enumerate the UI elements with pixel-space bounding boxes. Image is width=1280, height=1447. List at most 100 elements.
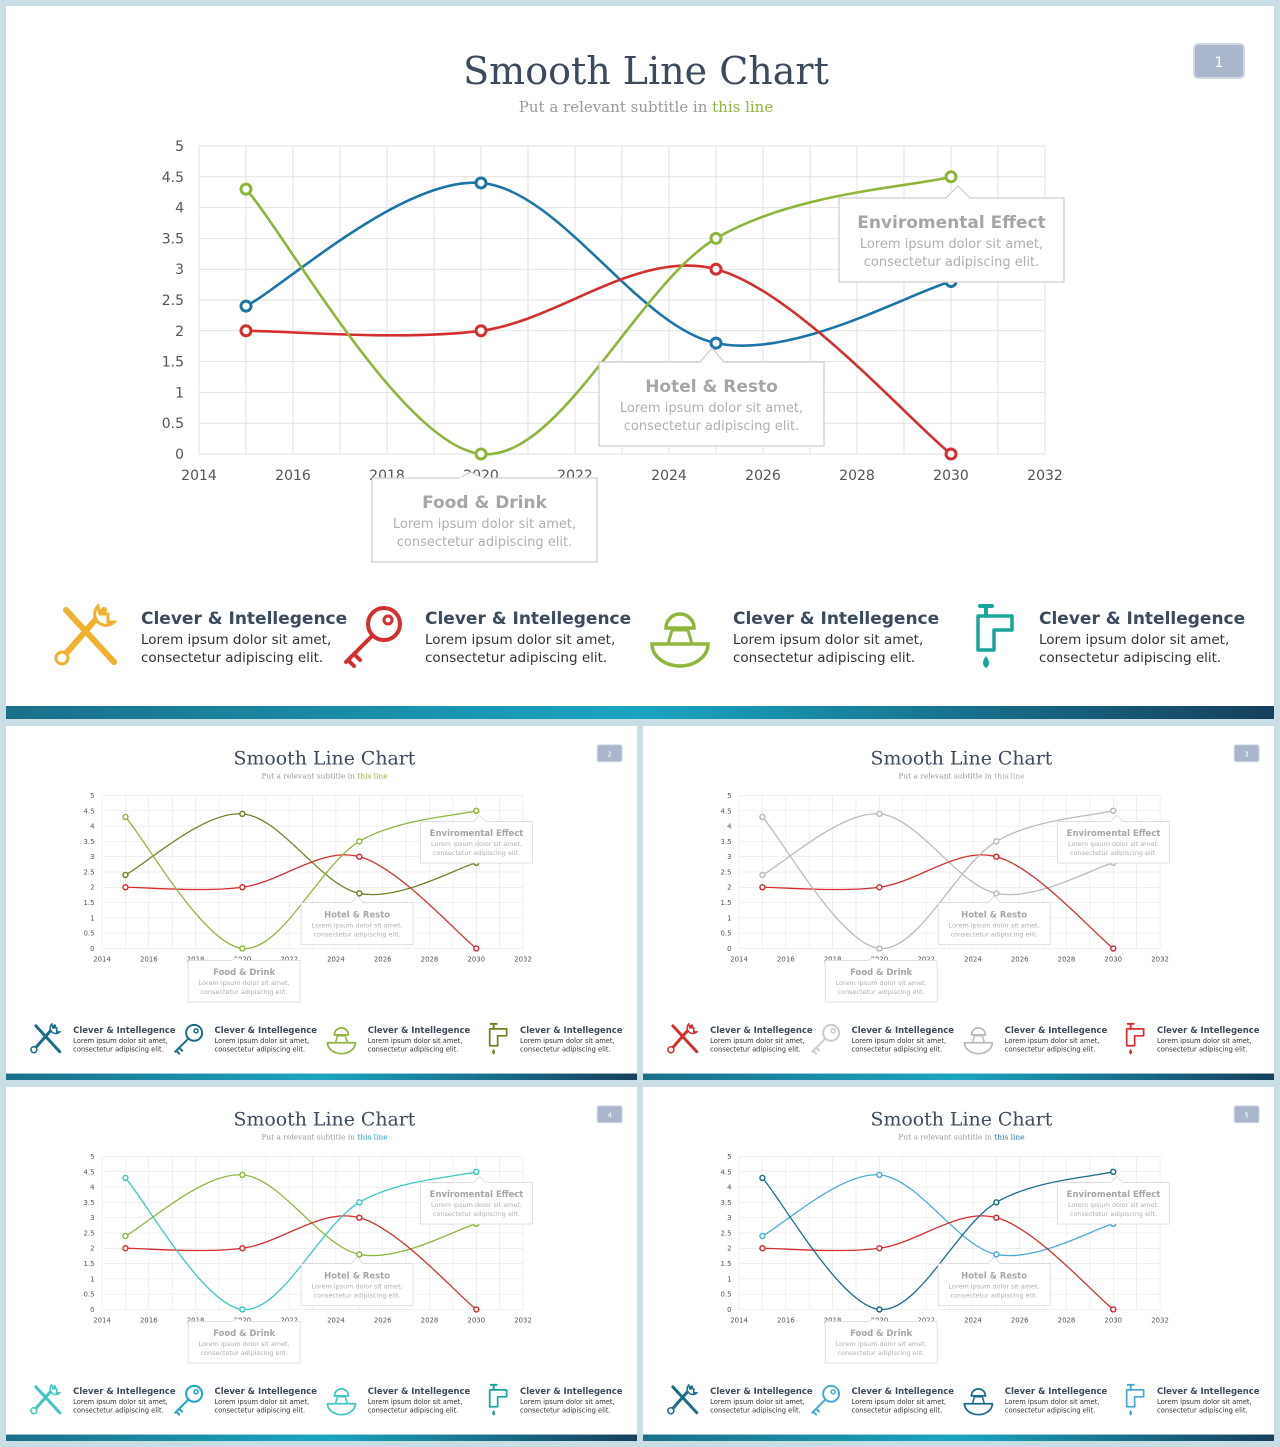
series-point	[993, 853, 1000, 860]
slide-canvas: 2 Smooth Line Chart Put a relevant subtitl…	[6, 744, 637, 1080]
callout-box	[420, 821, 533, 864]
x-tick-label: 2018	[187, 955, 205, 963]
feature-4: Clever & Intellegence Lorem ipsum dolor s…	[488, 1022, 623, 1055]
series-point	[122, 1174, 129, 1182]
y-tick-label: 0	[727, 945, 731, 953]
callout-body-1: Lorem ipsum dolor sit amet,	[431, 1201, 522, 1209]
callout-title: Hotel & Resto	[324, 910, 390, 920]
callout-pointer	[1110, 1175, 1123, 1183]
bottom-band	[6, 1434, 637, 1441]
tools-wrench-head	[686, 1022, 699, 1035]
series-3	[759, 1168, 1117, 1313]
feature-4: Clever & Intellegence Lorem ipsum dolor s…	[1125, 1383, 1260, 1416]
feature-3: Clever & Intellegence Lorem ipsum dolor s…	[326, 1386, 471, 1416]
faucet-drop	[492, 1409, 496, 1416]
series-line	[125, 854, 477, 949]
series-point	[993, 1214, 1000, 1221]
key-icon	[174, 1384, 204, 1416]
feature-body-1: Lorem ipsum dolor sit amet,	[1157, 1037, 1252, 1045]
x-tick-label: 2014	[93, 1316, 111, 1324]
feature-title: Clever & Intellegence	[852, 1025, 955, 1035]
series-line	[762, 1174, 1114, 1257]
series-3	[122, 807, 480, 952]
series-point	[759, 1245, 766, 1252]
page-number-box	[596, 1105, 623, 1124]
x-tick-label: 2032	[1027, 468, 1063, 484]
tools-wrench-end	[667, 1045, 675, 1054]
juicer-icon	[326, 1027, 357, 1055]
y-tick-label: 0	[90, 945, 94, 953]
bottom-band	[6, 1073, 637, 1080]
series-line	[762, 813, 1114, 896]
y-tick-label: 3	[90, 1214, 94, 1222]
page-number-box	[1193, 43, 1245, 79]
key-blade	[344, 634, 374, 668]
slide-subtitle: Put a relevant subtitle in this line	[898, 1133, 1025, 1142]
series-1	[759, 1171, 1117, 1258]
feature-title: Clever & Intellegence	[710, 1386, 813, 1396]
feature-title: Clever & Intellegence	[368, 1025, 471, 1035]
y-tick-label: 1	[175, 385, 184, 401]
x-tick-label: 2026	[1011, 1316, 1029, 1324]
juicer-bowl	[326, 1402, 357, 1416]
y-tick-label: 5	[727, 1153, 731, 1161]
y-tick-label: 1.5	[721, 1260, 732, 1268]
feature-body-1: Lorem ipsum dolor sit amet,	[520, 1398, 615, 1406]
y-tick-label: 0.5	[84, 1291, 95, 1299]
series-point	[474, 176, 488, 190]
callout-body-2: consectetur adipiscing elit.	[313, 931, 400, 939]
key-bow-hole	[193, 1028, 199, 1034]
x-tick-label: 2022	[917, 1316, 935, 1324]
bottom-band	[643, 1073, 1274, 1080]
y-tick-label: 2	[727, 884, 731, 892]
feature-3: Clever & Intellegence Lorem ipsum dolor s…	[650, 609, 939, 668]
callout-body-2: consectetur adipiscing elit.	[201, 1349, 288, 1357]
series-point	[122, 884, 129, 891]
callout-body-1: Lorem ipsum dolor sit amet,	[199, 979, 290, 987]
series-point	[239, 299, 253, 313]
y-tick-label: 3	[90, 853, 94, 861]
callout-title: Food & Drink	[422, 493, 548, 513]
feature-3: Clever & Intellegence Lorem ipsum dolor s…	[963, 1025, 1108, 1055]
subtitle-prefix: Put a relevant subtitle in	[261, 772, 357, 781]
series-point	[473, 1168, 480, 1176]
key-icon	[174, 1023, 204, 1055]
page-number-badge: 5	[1233, 1105, 1260, 1124]
page-number: 1	[1215, 55, 1224, 71]
tools-icon	[667, 1383, 699, 1415]
series-line	[124, 810, 477, 950]
tools-screwdriver-shaft	[671, 1385, 699, 1415]
series-point	[876, 1245, 883, 1252]
series-point	[944, 170, 958, 184]
y-tick-label: 0.5	[721, 1291, 732, 1299]
x-tick-label: 2016	[777, 1316, 795, 1324]
faucet-icon	[1125, 1383, 1145, 1416]
y-tick-label: 3.5	[162, 231, 184, 247]
juicer-cone	[666, 628, 694, 645]
slide-1: 1 Smooth Line Chart Put a relevant subtitl…	[6, 6, 1274, 719]
slide-3: 3 Smooth Line Chart Put a relevant subtitl…	[643, 726, 1274, 1080]
callout-title: Food & Drink	[850, 1328, 912, 1338]
key-icon	[344, 606, 402, 668]
tools-wrench-end	[30, 1045, 38, 1054]
key-blade	[811, 1037, 827, 1055]
callout-body-2: consectetur adipiscing elit.	[950, 931, 1037, 939]
subtitle-prefix: Put a relevant subtitle in	[519, 98, 712, 116]
x-tick-label: 2024	[651, 468, 687, 484]
feature-2: Clever & Intellegence Lorem ipsum dolor s…	[811, 1384, 954, 1416]
key-bow-hole	[830, 1028, 836, 1034]
callout-box	[838, 197, 1065, 283]
subtitle-highlight: this line	[994, 772, 1025, 781]
series-point	[759, 884, 766, 891]
feature-body-2: consectetur adipiscing elit.	[733, 650, 915, 666]
feature-title: Clever & Intellegence	[520, 1025, 623, 1035]
callout-body-1: Lorem ipsum dolor sit amet,	[620, 401, 803, 416]
feature-body-1: Lorem ipsum dolor sit amet,	[73, 1037, 168, 1045]
x-tick-label: 2016	[275, 468, 311, 484]
callout-title: Food & Drink	[213, 1328, 275, 1338]
series-point	[993, 1251, 1000, 1258]
series-point	[759, 1232, 766, 1240]
x-tick-label: 2032	[1151, 1316, 1169, 1324]
series-3	[122, 1168, 480, 1313]
feature-body-1: Lorem ipsum dolor sit amet,	[710, 1398, 805, 1406]
